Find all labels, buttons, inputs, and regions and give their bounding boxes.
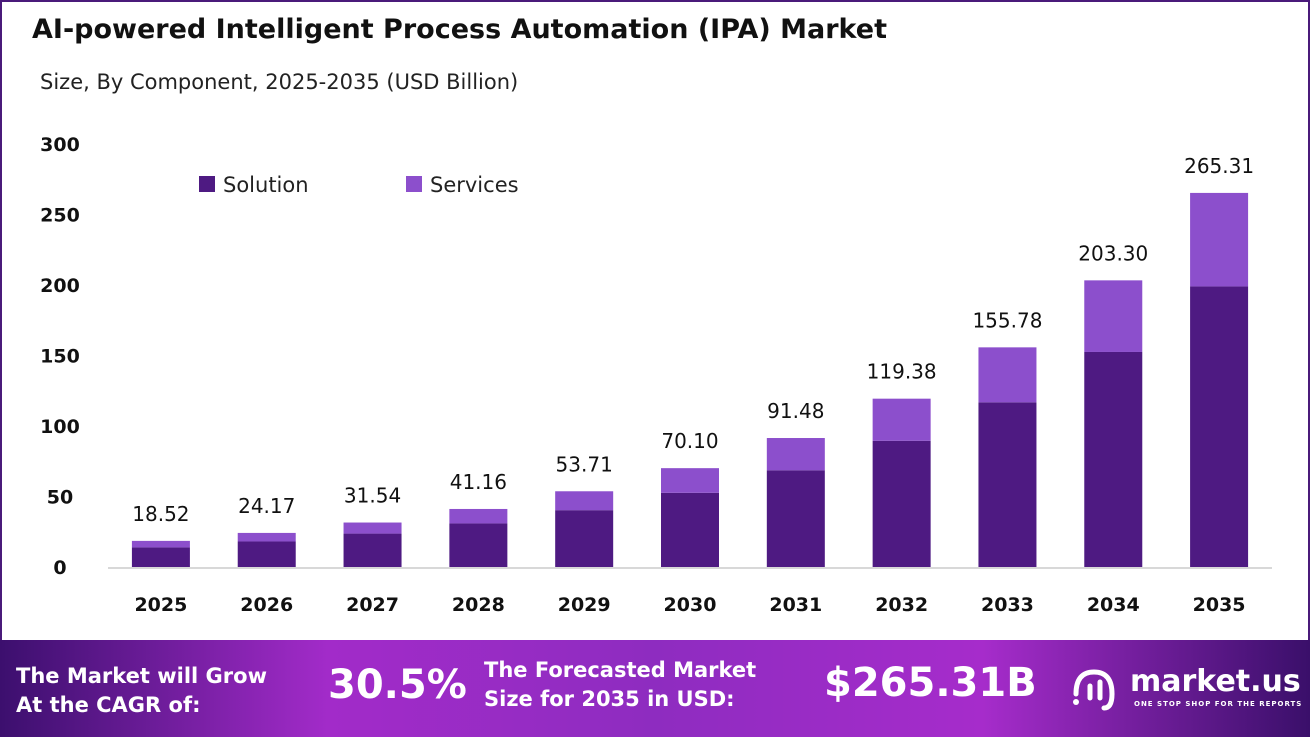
logo-name: market.us	[1130, 664, 1301, 699]
forecast-label-line2: Size for 2035 in USD:	[484, 687, 735, 711]
x-tick-label: 2031	[769, 594, 822, 616]
x-tick-label: 2034	[1087, 594, 1140, 616]
bar-solution-2032	[872, 440, 931, 567]
bar-solution-2033	[978, 402, 1037, 567]
x-tick-label: 2027	[346, 594, 399, 616]
bar-services-2025	[131, 540, 190, 548]
bar-solution-2025	[131, 547, 190, 567]
x-tick-label: 2029	[558, 594, 611, 616]
total-label: 18.52	[132, 502, 189, 526]
chart-title: AI-powered Intelligent Process Automatio…	[32, 14, 888, 45]
bar-services-2034	[1084, 280, 1143, 352]
x-tick-label: 2032	[875, 594, 928, 616]
forecast-label-line1: The Forecasted Market	[484, 658, 757, 682]
x-tick-label: 2030	[664, 594, 717, 616]
cagr-label-line1: The Market will Grow	[16, 664, 267, 688]
total-label: 91.48	[767, 399, 824, 423]
x-tick-label: 2035	[1193, 594, 1246, 616]
y-tick-label: 200	[40, 275, 80, 297]
bar-services-2027	[343, 522, 402, 534]
total-label: 31.54	[344, 484, 401, 508]
chart-frame	[0, 0, 1310, 642]
total-label: 155.78	[972, 308, 1042, 332]
summary-banner: The Market will Grow At the CAGR of: 30.…	[0, 640, 1310, 737]
x-tick-label: 2028	[452, 594, 505, 616]
forecast-value: $265.31B	[824, 660, 1037, 706]
bar-solution-2027	[343, 533, 402, 567]
total-label: 41.16	[450, 470, 507, 494]
y-tick-label: 100	[40, 416, 80, 438]
bar-solution-2026	[237, 541, 296, 567]
x-tick-label: 2033	[981, 594, 1034, 616]
total-label: 265.31	[1184, 154, 1254, 178]
bar-solution-2035	[1190, 286, 1249, 567]
x-tick-label: 2025	[134, 594, 187, 616]
bar-services-2030	[661, 468, 719, 493]
y-tick-label: 250	[40, 205, 80, 227]
bar-services-2028	[449, 508, 508, 524]
bar-solution-2029	[555, 510, 614, 567]
bar-services-2031	[766, 438, 825, 471]
y-tick-label: 50	[47, 487, 73, 509]
logo-tagline: ONE STOP SHOP FOR THE REPORTS	[1134, 700, 1303, 708]
total-label: 53.71	[556, 452, 613, 476]
bar-chart: 0 50 100 150 200 250 300 18.52 2025 24.17 2026 31.5…	[40, 134, 1272, 616]
bar-services-2029	[555, 491, 614, 511]
bar-solution-2031	[766, 470, 825, 567]
chart-subtitle: Size, By Component, 2025-2035 (USD Billi…	[40, 70, 519, 94]
cagr-value: 30.5%	[328, 662, 467, 708]
cagr-label: The Market will Grow At the CAGR of:	[16, 662, 267, 720]
legend-label-solution: Solution	[223, 173, 309, 197]
legend-swatch-solution	[199, 176, 215, 192]
cagr-label-line2: At the CAGR of:	[16, 693, 201, 717]
forecast-label: The Forecasted Market Size for 2035 in U…	[484, 656, 756, 714]
bar-services-2035	[1190, 192, 1249, 287]
bar-services-2032	[872, 398, 931, 441]
total-label: 119.38	[867, 360, 937, 384]
y-tick-label: 300	[40, 134, 80, 156]
bar-services-2026	[237, 532, 296, 542]
total-label: 70.10	[661, 429, 718, 453]
legend-label-services: Services	[430, 173, 519, 197]
market-us-logo-icon	[1073, 669, 1115, 711]
x-tick-label: 2026	[240, 594, 293, 616]
total-label: 203.30	[1078, 241, 1148, 265]
bar-services-2033	[978, 347, 1037, 403]
y-tick-label: 150	[40, 346, 80, 368]
bar-solution-2034	[1084, 351, 1143, 567]
bar-solution-2028	[449, 523, 508, 567]
legend-swatch-services	[406, 176, 422, 192]
total-label: 24.17	[238, 494, 295, 518]
y-tick-label: 0	[53, 557, 66, 579]
bar-solution-2030	[661, 492, 719, 567]
